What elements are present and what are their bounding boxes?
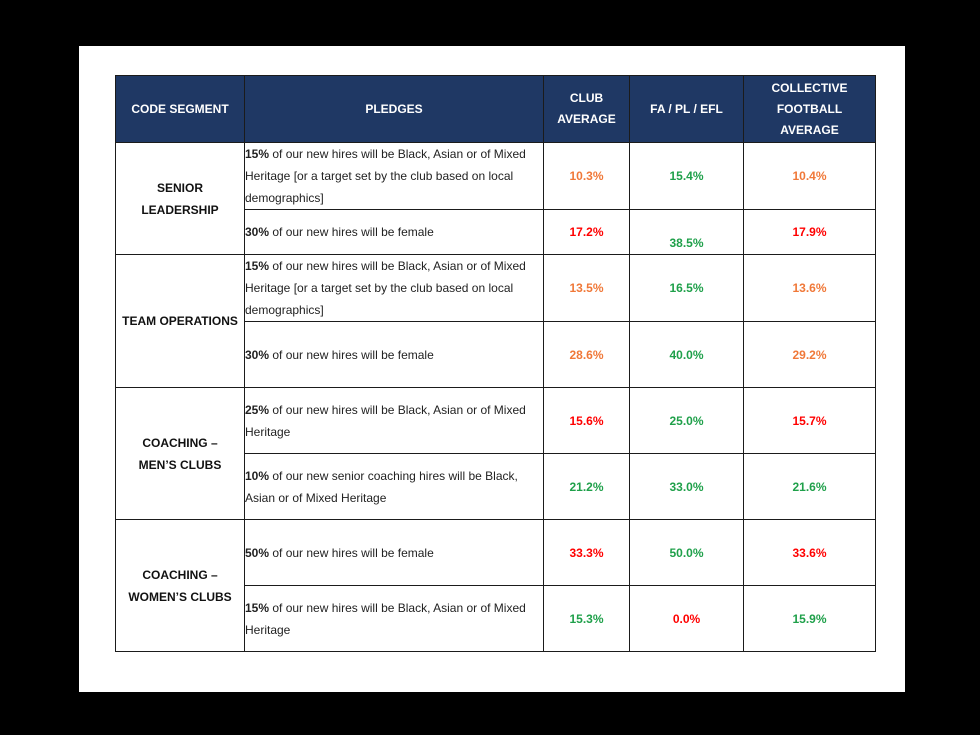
collective-average-cell: 21.6% xyxy=(743,453,876,520)
segment-coaching-womens-clubs: COACHING – WOMEN’S CLUBS xyxy=(115,519,245,652)
header-club-average-line2: AVERAGE xyxy=(557,112,616,126)
fa-pl-efl-cell: 50.0% xyxy=(629,519,744,586)
table-row: COACHING – WOMEN’S CLUBS 50% of our new … xyxy=(115,519,876,652)
fa-pl-efl-cell: 0.0% xyxy=(629,585,744,652)
collective-average-cell: 10.4% xyxy=(743,142,876,210)
pledge-cell: 15% of our new hires will be Black, Asia… xyxy=(244,585,544,652)
collective-average-cell: 13.6% xyxy=(743,254,876,322)
collective-average-cell: 15.7% xyxy=(743,387,876,454)
segment-senior-leadership: SENIOR LEADERSHIP xyxy=(115,142,245,255)
collective-average-cell: 29.2% xyxy=(743,321,876,388)
pledges-table: CODE SEGMENT PLEDGES CLUB AVERAGE FA / P… xyxy=(115,75,876,652)
fa-pl-efl-cell: 38.5% xyxy=(629,209,744,255)
club-average-cell: 33.3% xyxy=(543,519,630,586)
club-average-cell: 15.3% xyxy=(543,585,630,652)
pledge-cell: 15% of our new hires will be Black, Asia… xyxy=(244,142,544,210)
header-collective-football-average: COLLECTIVE FOOTBALL AVERAGE xyxy=(743,75,876,143)
header-club-average: CLUB AVERAGE xyxy=(543,75,630,143)
table-row: 30% of our new hires will be female 28.6… xyxy=(116,321,876,388)
pledge-cell: 50% of our new hires will be female xyxy=(244,519,544,586)
table-row: 30% of our new hires will be female 17.2… xyxy=(116,209,876,255)
header-fa-pl-efl: FA / PL / EFL xyxy=(629,75,744,143)
header-row: CODE SEGMENT PLEDGES CLUB AVERAGE FA / P… xyxy=(115,75,876,143)
segment-coaching-mens-clubs: COACHING – MEN’S CLUBS xyxy=(115,387,245,520)
table-row: SENIOR LEADERSHIP 15% of our new hires w… xyxy=(115,142,876,255)
club-average-cell: 28.6% xyxy=(543,321,630,388)
club-average-cell: 15.6% xyxy=(543,387,630,454)
header-club-average-line1: CLUB xyxy=(569,91,604,105)
pledge-cell: 25% of our new hires will be Black, Asia… xyxy=(244,387,544,454)
fa-pl-efl-cell: 25.0% xyxy=(629,387,744,454)
table-row: COACHING – MEN’S CLUBS 25% of our new hi… xyxy=(115,387,876,520)
fa-pl-efl-cell: 33.0% xyxy=(629,453,744,520)
collective-average-cell: 33.6% xyxy=(743,519,876,586)
table-row: TEAM OPERATIONS 15% of our new hires wil… xyxy=(115,254,876,388)
table-row: 10% of our new senior coaching hires wil… xyxy=(116,453,876,520)
collective-average-cell: 17.9% xyxy=(743,209,876,255)
fa-pl-efl-cell: 15.4% xyxy=(629,142,744,210)
club-average-cell: 10.3% xyxy=(543,142,630,210)
fa-pl-efl-cell: 16.5% xyxy=(629,254,744,322)
club-average-cell: 17.2% xyxy=(543,209,630,255)
fa-pl-efl-cell: 40.0% xyxy=(629,321,744,388)
pledge-cell: 15% of our new hires will be Black, Asia… xyxy=(244,254,544,322)
header-collective-line1: COLLECTIVE xyxy=(771,80,848,95)
header-collective-line3: AVERAGE xyxy=(780,122,839,137)
pledge-cell: 30% of our new hires will be female xyxy=(244,321,544,388)
header-pledges: PLEDGES xyxy=(244,75,544,143)
header-code-segment: CODE SEGMENT xyxy=(115,75,245,143)
collective-average-cell: 15.9% xyxy=(743,585,876,652)
pledge-cell: 30% of our new hires will be female xyxy=(244,209,544,255)
header-collective-line2: FOOTBALL xyxy=(776,101,843,116)
club-average-cell: 21.2% xyxy=(543,453,630,520)
table-row: 15% of our new hires will be Black, Asia… xyxy=(116,585,876,652)
club-average-cell: 13.5% xyxy=(543,254,630,322)
pledge-cell: 10% of our new senior coaching hires wil… xyxy=(244,453,544,520)
segment-team-operations: TEAM OPERATIONS xyxy=(115,254,245,388)
